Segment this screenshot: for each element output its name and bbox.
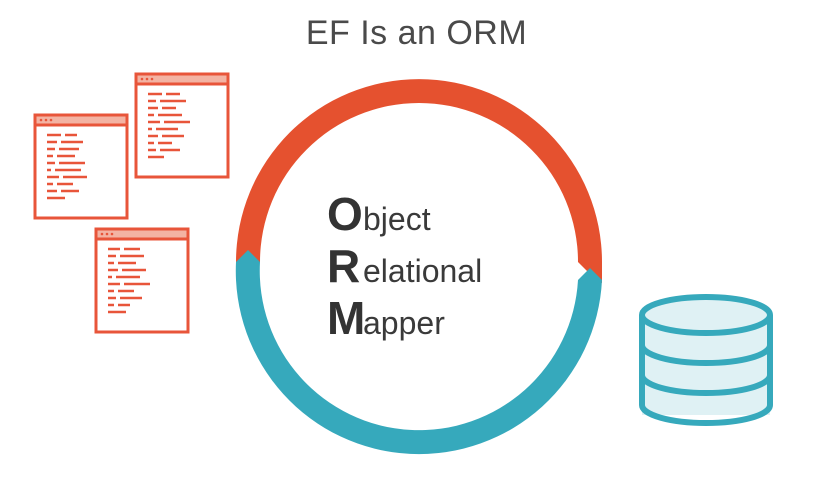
acronym-initial: O (327, 188, 363, 240)
code-window-icon (94, 227, 190, 334)
bottom-arc (235, 250, 602, 455)
acronym-rest: apper (363, 305, 445, 341)
acronym-line-relational: R elational (327, 240, 482, 292)
acronym-rest: bject (363, 201, 431, 237)
code-window-icon (33, 113, 129, 220)
acronym-line-object: O bject (327, 188, 482, 240)
acronym-line-mapper: M apper (327, 292, 482, 344)
acronym-initial: M (327, 292, 366, 344)
code-window-icon (134, 72, 230, 179)
acronym-initial: R (327, 240, 361, 292)
top-arc (236, 79, 602, 283)
orm-acronym: O bject R elational M apper (327, 188, 482, 344)
database-icon (639, 294, 773, 426)
slide-title: EF Is an ORM (305, 14, 528, 52)
acronym-rest: elational (363, 253, 483, 289)
